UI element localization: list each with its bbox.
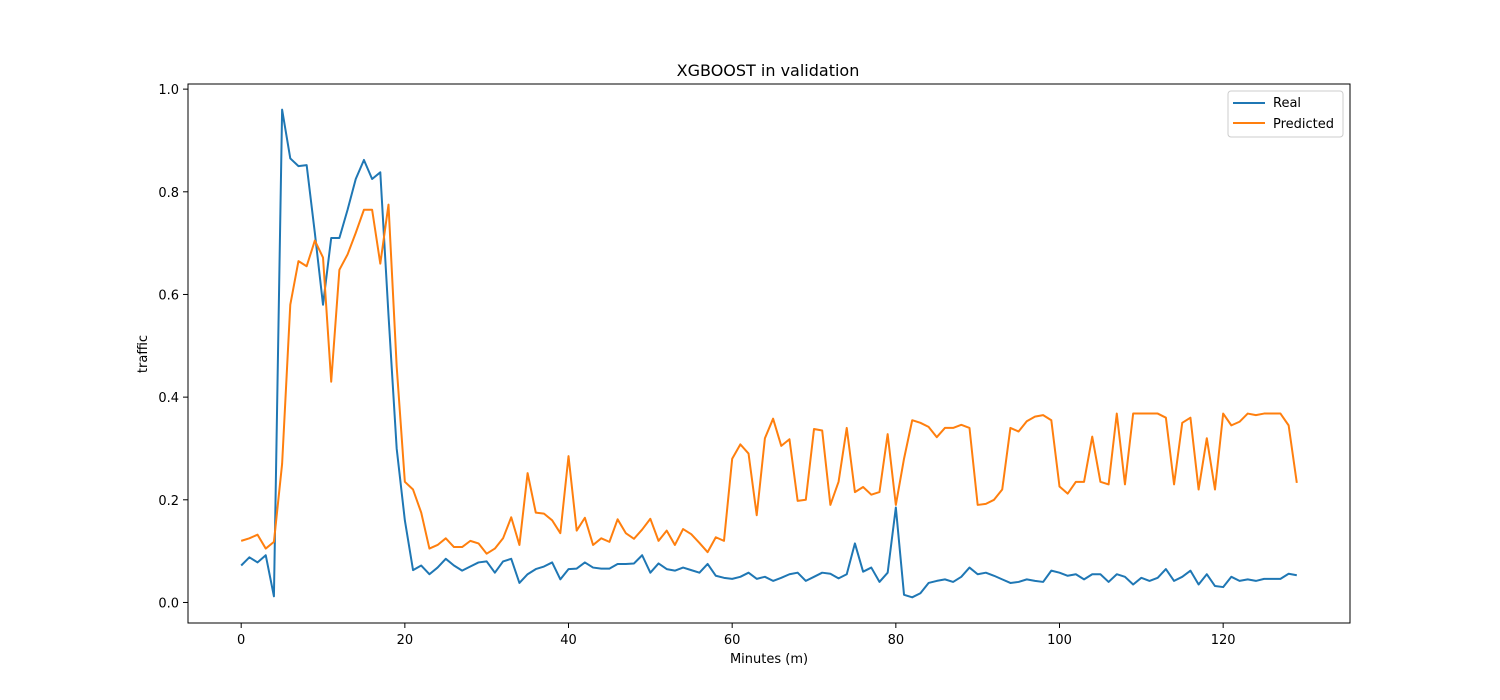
y-axis-label: traffic (136, 335, 151, 373)
y-tick-label: 0.6 (158, 288, 179, 303)
legend: Real Predicted (1227, 90, 1344, 138)
y-tick-label: 0.0 (158, 596, 179, 611)
series-line-predicted (240, 203, 1298, 555)
x-tick-label: 100 (1047, 633, 1072, 648)
axes-frame (187, 83, 1351, 624)
legend-label-predicted: Predicted (1273, 117, 1334, 132)
x-tick-label: 120 (1211, 633, 1236, 648)
plot-area (240, 108, 1298, 599)
y-axis: 0.0 0.2 0.4 0.6 0.8 1.0 (158, 83, 188, 611)
series-line-real (240, 108, 1297, 599)
chart-title: XGBOOST in validation (677, 61, 860, 80)
x-tick-label: 80 (888, 633, 905, 648)
x-tick-label: 60 (724, 633, 741, 648)
x-axis: 0 20 40 60 80 100 120 (237, 623, 1236, 648)
y-tick-label: 1.0 (158, 83, 179, 98)
x-tick-label: 40 (560, 633, 577, 648)
y-tick-label: 0.4 (158, 391, 179, 406)
x-tick-label: 0 (237, 633, 245, 648)
x-axis-label: Minutes (m) (730, 652, 808, 667)
x-tick-label: 20 (397, 633, 414, 648)
y-tick-label: 0.8 (158, 186, 179, 201)
y-tick-label: 0.2 (158, 494, 179, 509)
legend-label-real: Real (1273, 96, 1301, 111)
